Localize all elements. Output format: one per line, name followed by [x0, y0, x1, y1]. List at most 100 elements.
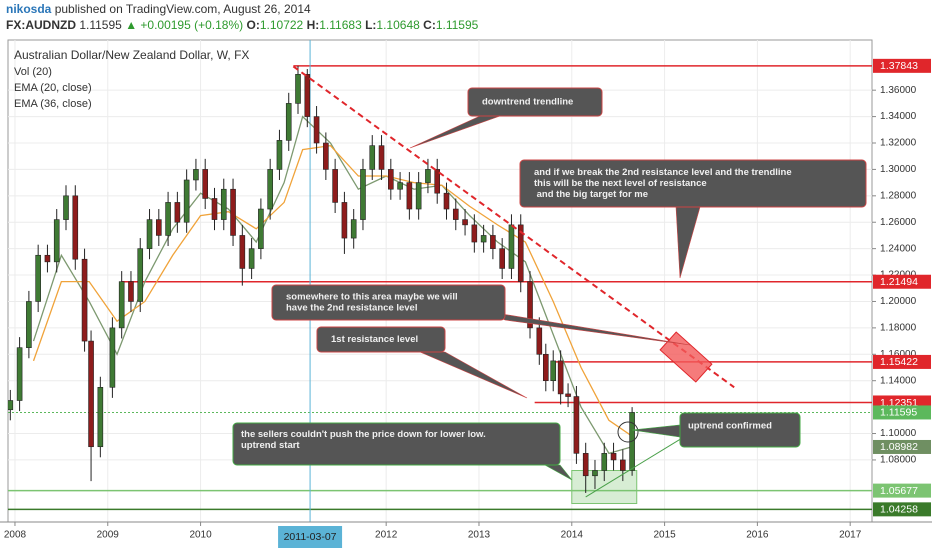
x-tick-label: 2017 [839, 530, 862, 541]
callout-text: the sellers couldn't push the price down… [241, 429, 486, 440]
price-tag [873, 274, 931, 289]
candle-body [16, 347, 23, 401]
x-tick-label: 2009 [97, 530, 120, 541]
callout-box [232, 422, 561, 466]
trendline [292, 65, 735, 389]
candle-body [499, 248, 505, 269]
x-tick-label: 2014 [561, 530, 584, 541]
price-tag [873, 405, 931, 420]
candle-body [118, 281, 125, 329]
header: nikosda published on TradingView.com, Au… [6, 1, 478, 33]
price-tag [873, 58, 931, 73]
y-tick-label: 1.10000 [880, 428, 917, 439]
y-tick-label: 1.24000 [880, 243, 917, 254]
crosshair-label: 2011-03-07 [284, 531, 337, 543]
candle-body [202, 169, 209, 199]
candle-body [248, 248, 255, 269]
candle-body [610, 453, 617, 461]
candle-body [97, 387, 104, 448]
symbol: FX:AUDNZD [6, 18, 76, 32]
y-tick-label: 1.34000 [880, 111, 917, 122]
candle-body [295, 74, 301, 104]
candle-body [193, 169, 199, 181]
price-tag [873, 439, 931, 454]
candle-body [332, 169, 338, 203]
chart-title: Australian Dollar/New Zealand Dollar, W,… [14, 48, 249, 62]
price-tag-label: 1.04258 [880, 504, 918, 516]
candle-body [406, 182, 413, 210]
ohlc-label: O: [246, 18, 260, 32]
candle-body [267, 169, 273, 210]
change: ▲ +0.00195 (+0.18%) [125, 18, 244, 32]
callout-box [519, 159, 867, 208]
indicator: Vol (20) [14, 66, 52, 78]
candle-body [565, 393, 571, 397]
candle-body [146, 219, 153, 249]
price-tag [873, 502, 931, 517]
candle-body [81, 258, 88, 342]
candle-body [452, 208, 459, 220]
candle-body [388, 169, 394, 190]
candle-body [313, 116, 320, 144]
candle-body [573, 396, 580, 454]
candle-body [397, 182, 403, 190]
uptrend-line [585, 437, 684, 498]
callout-text: 1st resistance level [331, 334, 418, 345]
candle-body [8, 400, 14, 411]
candle-body [360, 169, 366, 220]
candle-body [592, 470, 598, 477]
callout-box [679, 412, 801, 448]
y-tick-label: 1.16000 [880, 349, 917, 360]
candle-body [601, 453, 608, 471]
price-tag-label: 1.37843 [880, 60, 918, 72]
candle-body [508, 224, 515, 269]
candle-body [443, 192, 450, 210]
candle-body [88, 340, 94, 448]
candle-body [230, 188, 236, 236]
y-tick-label: 1.14000 [880, 375, 917, 386]
y-tick-label: 1.26000 [880, 217, 917, 228]
x-tick-label: 2012 [375, 530, 398, 541]
candle-body [63, 195, 69, 220]
candle-body [434, 169, 441, 194]
candle-body [174, 202, 181, 223]
price-tag-label: 1.08982 [880, 441, 918, 453]
crosshair-tag [278, 526, 343, 548]
ohlc-value: 1.10722 [259, 18, 304, 32]
candle-body [211, 198, 218, 220]
candle-body [415, 182, 422, 210]
price: 1.11595 [79, 18, 122, 32]
ohlc-label: L: [365, 18, 377, 32]
callout-text: this will be the next level of resistanc… [534, 178, 707, 189]
candle-body [527, 281, 533, 329]
price-tag-label: 1.15422 [880, 356, 918, 368]
candle-body [239, 235, 246, 269]
candle-body [165, 202, 171, 236]
callout-text: and the big target for me [534, 189, 648, 200]
candle-body [128, 281, 134, 302]
callout-text: have the 2nd resistance level [286, 303, 417, 314]
callout-box [271, 284, 506, 321]
x-tick-label: 2013 [468, 530, 491, 541]
y-tick-label: 1.30000 [880, 164, 917, 175]
ema-line [32, 144, 633, 437]
header-line: nikosda published on TradingView.com, Au… [6, 1, 478, 17]
price-tag-label: 1.11595 [880, 407, 917, 419]
candle-body [285, 103, 292, 141]
price-tag-label: 1.21494 [880, 276, 918, 288]
x-tick-label: 2016 [746, 530, 769, 541]
y-tick-label: 1.08000 [880, 455, 917, 466]
candle-body [517, 224, 524, 282]
candle-body [304, 74, 311, 117]
candle-body [542, 353, 549, 382]
ohlc-label: H: [306, 18, 320, 32]
y-tick-label: 1.20000 [880, 296, 917, 307]
callout-text: and if we break the 2nd resistance level… [534, 167, 792, 178]
candle-body [26, 301, 32, 348]
candle-body [220, 188, 227, 220]
candle-body [550, 360, 557, 382]
candle-body [156, 219, 162, 236]
callout-text: somewhere to this area maybe we will [286, 292, 458, 303]
